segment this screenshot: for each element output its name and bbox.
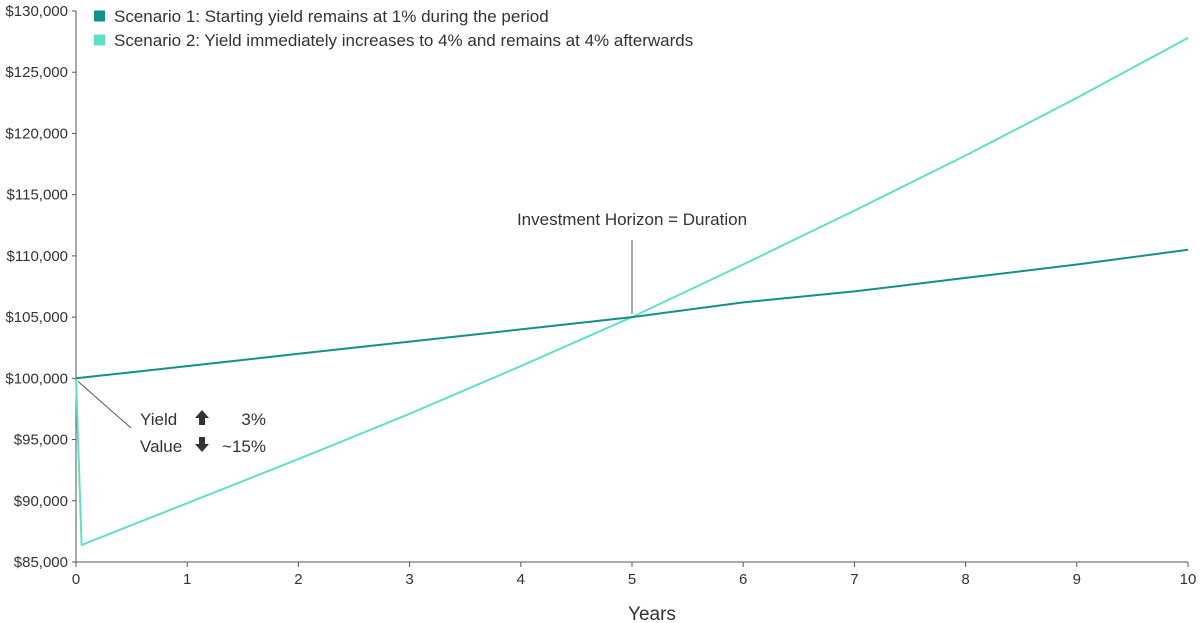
annotation-layer: Investment Horizon = Duration Yield 3% V…: [77, 210, 747, 456]
series-line-scenario-2: [75, 37, 1189, 546]
y-tick-label: $105,000: [5, 309, 68, 326]
x-tick-label: 2: [294, 571, 302, 588]
x-tick-label: 5: [628, 571, 636, 588]
value-change-label: Value: [140, 437, 182, 456]
x-tick-label: 9: [1073, 571, 1081, 588]
y-tick-label: $90,000: [14, 493, 68, 510]
series-layer: [75, 37, 1189, 546]
yield-shock-leader-line: [77, 380, 132, 429]
y-tick-label: $125,000: [5, 64, 68, 81]
yield-change-value: 3%: [241, 410, 266, 429]
x-tick-label: 6: [739, 571, 747, 588]
y-tick-label: $110,000: [7, 248, 68, 265]
x-tick-label: 10: [1180, 571, 1197, 588]
legend-label-scenario-1: Scenario 1: Starting yield remains at 1%…: [114, 7, 549, 26]
x-axis-tick-labels: 0 1 2 3 4 5 6 7 8 9 10: [72, 571, 1197, 588]
x-axis-title: Years: [628, 604, 676, 623]
y-tick-label: $85,000: [14, 554, 68, 571]
value-change-value: ~15%: [222, 437, 266, 456]
y-tick-label: $95,000: [14, 432, 68, 449]
arrow-up-icon: [195, 410, 209, 425]
arrow-down-icon: [195, 437, 209, 452]
y-axis-tick-labels: $85,000 $90,000 $95,000 $100,000 $105,000 $11…: [5, 3, 68, 571]
y-tick-label: $120,000: [5, 125, 68, 142]
x-tick-label: 3: [405, 571, 413, 588]
y-tick-label: $130,000: [5, 3, 68, 20]
y-tick-label: $115,000: [7, 187, 68, 204]
yield-change-label: Yield: [140, 410, 177, 429]
x-tick-label: 0: [72, 571, 80, 588]
legend-label-scenario-2: Scenario 2: Yield immediately increases …: [114, 31, 693, 50]
legend: Scenario 1: Starting yield remains at 1%…: [94, 7, 693, 50]
series-line-scenario-1: [75, 248, 1189, 380]
investment-horizon-annotation: Investment Horizon = Duration: [517, 210, 747, 229]
x-tick-label: 8: [961, 571, 969, 588]
y-tick-label: $100,000: [5, 370, 68, 387]
x-tick-label: 4: [517, 571, 525, 588]
legend-swatch-scenario-1: [94, 10, 105, 22]
x-tick-label: 1: [183, 571, 191, 588]
legend-swatch-scenario-2: [94, 34, 105, 46]
x-tick-label: 7: [850, 571, 858, 588]
axes: [72, 10, 1189, 567]
